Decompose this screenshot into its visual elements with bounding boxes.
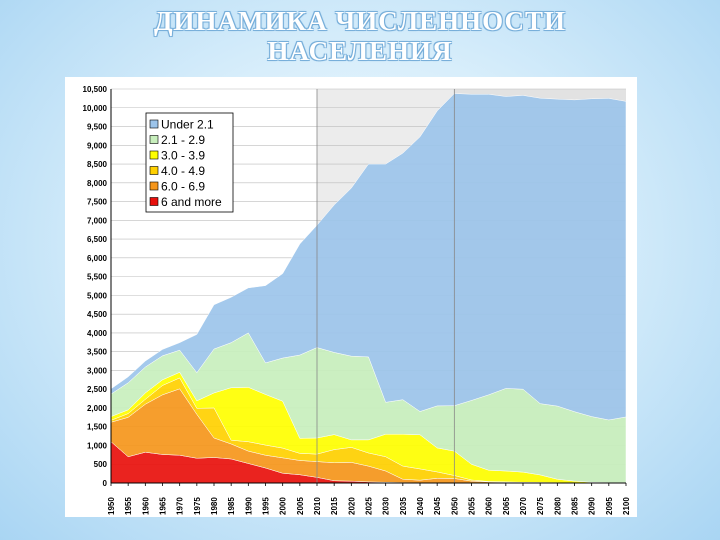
y-tick-label: 4,000 (87, 329, 108, 338)
x-tick-label: 2045 (433, 497, 442, 515)
y-tick-label: 10,000 (83, 104, 108, 113)
x-tick-label: 2085 (571, 497, 580, 515)
x-tick-label: 1965 (159, 497, 168, 515)
x-tick-label: 2070 (519, 497, 528, 515)
y-tick-label: 9,500 (87, 123, 108, 132)
legend-label: 2.1 - 2.9 (161, 133, 205, 147)
slide-title-line-1: ДИНАМИКА ЧИСЛЕННОСТИ (153, 6, 566, 36)
chart-legend: Under 2.12.1 - 2.9 3.0 - 3.94.0 - 4.9 6.0 … (145, 112, 234, 213)
x-tick-label: 1980 (210, 497, 219, 515)
x-tick-label: 2015 (330, 497, 339, 515)
x-tick-label: 2010 (313, 497, 322, 515)
y-tick-label: 6,000 (87, 254, 108, 263)
x-tick-label: 2080 (553, 497, 562, 515)
legend-swatch (149, 181, 159, 191)
x-tick-label: 2065 (502, 497, 511, 515)
y-tick-label: 1,000 (87, 441, 108, 450)
y-tick-label: 5,000 (87, 291, 108, 300)
legend-swatch (149, 197, 159, 206)
legend-label: 3.0 - 3.9 (161, 149, 205, 163)
x-tick-label: 2030 (382, 497, 391, 515)
x-tick-label: 1950 (107, 497, 116, 515)
x-tick-label: 2025 (365, 497, 374, 515)
y-tick-label: 8,000 (87, 179, 108, 188)
x-tick-label: 1970 (176, 497, 185, 515)
legend-box (145, 112, 234, 213)
x-tick-label: 2060 (485, 497, 494, 515)
legend-label: 6.0 - 6.9 (161, 180, 205, 194)
legend-swatch (149, 150, 159, 160)
area-series-under-2-1 (110, 93, 627, 421)
y-tick-label: 0 (103, 479, 108, 488)
y-tick-label: 4,500 (87, 310, 108, 319)
y-tick-label: 8,500 (87, 160, 108, 169)
y-tick-label: 9,000 (87, 141, 108, 150)
y-tick-label: 5,500 (87, 273, 108, 282)
x-tick-label: 2055 (468, 497, 477, 515)
legend-label: 6 and more (161, 195, 222, 209)
x-tick-label: 2005 (296, 497, 305, 515)
x-tick-label: 2000 (279, 497, 288, 515)
chart-frame: 0 500 1,000 1,500 2,000 2,500 3,000 3,500 4,000 4… (65, 77, 637, 517)
x-tick-label: 2020 (347, 497, 356, 515)
legend-swatch (149, 166, 159, 175)
x-tick-label: 2050 (450, 497, 459, 515)
x-tick-label: 2100 (622, 497, 631, 515)
slide-title-line-2: НАСЕЛЕНИЯ (267, 36, 453, 66)
x-tick-label: 2075 (536, 497, 545, 515)
y-tick-label: 3,000 (87, 366, 108, 375)
x-tick-label: 2040 (416, 497, 425, 515)
x-tick-label: 1960 (141, 497, 150, 515)
legend-label: Under 2.1 (161, 118, 214, 132)
x-tick-label: 2095 (605, 497, 614, 515)
y-tick-label: 7,500 (87, 198, 108, 207)
x-tick-label: 2035 (399, 497, 408, 515)
x-tick-label: 1990 (244, 497, 253, 515)
y-tick-label: 1,500 (87, 423, 108, 432)
y-tick-label: 2,000 (87, 404, 108, 413)
legend-swatch (149, 135, 159, 144)
legend-swatch (149, 119, 159, 129)
x-tick-label: 1995 (262, 497, 271, 515)
y-tick-label: 3,500 (87, 348, 108, 357)
x-tick-label: 1955 (124, 497, 133, 515)
x-tick-label: 1985 (227, 497, 236, 515)
y-tick-label: 500 (94, 460, 108, 469)
legend-label: 4.0 - 4.9 (161, 164, 205, 178)
y-tick-label: 2,500 (87, 385, 108, 394)
y-tick-label: 6,500 (87, 235, 108, 244)
y-tick-label: 7,000 (87, 216, 108, 225)
x-tick-label: 2090 (588, 497, 597, 515)
x-tick-label: 1975 (193, 497, 202, 515)
y-tick-label: 10,500 (83, 85, 108, 94)
population-stacked-area-chart: 0 500 1,000 1,500 2,000 2,500 3,000 3,500 4,000 4… (83, 85, 631, 515)
